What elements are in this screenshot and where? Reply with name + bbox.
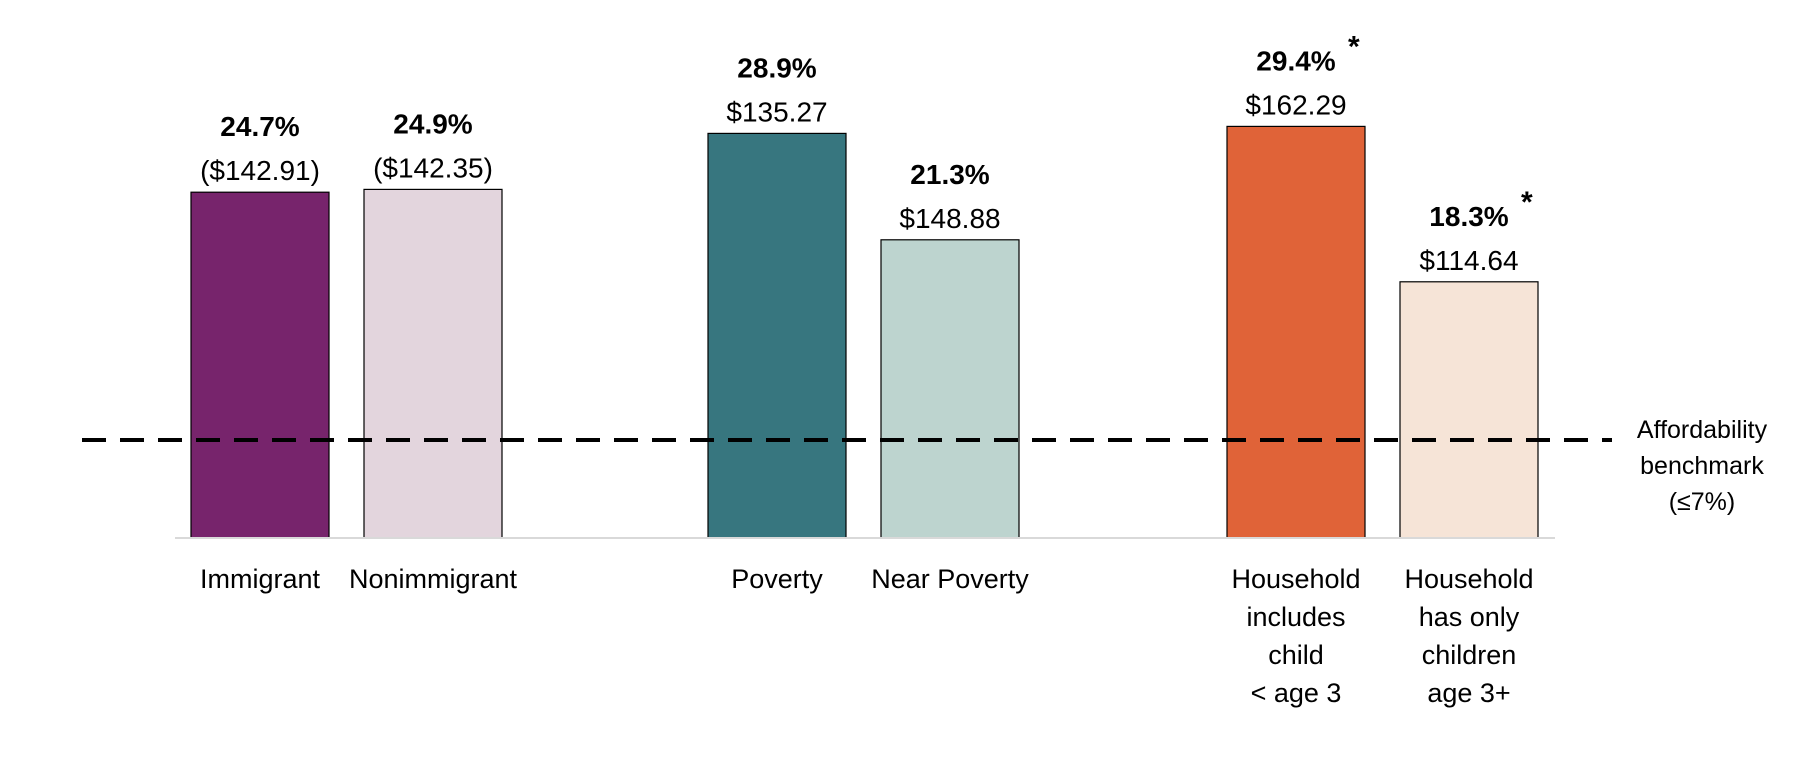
amount-label-3: $148.88 xyxy=(899,203,1000,234)
category-label-line: includes xyxy=(1246,602,1345,632)
benchmark-label-line: benchmark xyxy=(1640,452,1764,480)
value-label-5: 18.3% xyxy=(1429,201,1508,232)
bars-layer xyxy=(190,125,1539,539)
amount-label-4: $162.29 xyxy=(1245,89,1346,120)
amount-label-0: ($142.91) xyxy=(200,155,320,186)
bar-3 xyxy=(880,239,1020,539)
value-label-4: 29.4% xyxy=(1256,45,1335,76)
amount-label-2: $135.27 xyxy=(726,96,827,127)
bar-0 xyxy=(190,191,330,539)
category-label-2: Poverty xyxy=(731,564,823,594)
category-label-5: Household has only children age 3+ xyxy=(1404,564,1533,708)
benchmark-label-line: (≤7%) xyxy=(1669,488,1736,516)
bar-1 xyxy=(363,188,503,539)
value-label-1: 24.9% xyxy=(393,108,472,139)
category-label-line: children xyxy=(1422,640,1517,670)
category-label-line: Near Poverty xyxy=(871,564,1029,594)
benchmark-label-line: Affordability xyxy=(1637,416,1768,444)
amount-label-5: $114.64 xyxy=(1419,245,1518,276)
value-label-3: 21.3% xyxy=(910,159,989,190)
category-label-line: age 3+ xyxy=(1427,678,1510,708)
benchmark-label: Affordability benchmark (≤7%) xyxy=(1637,416,1768,516)
category-label-line: has only xyxy=(1419,602,1520,632)
category-label-line: child xyxy=(1268,640,1324,670)
bar-5 xyxy=(1399,281,1539,539)
value-label-2: 28.9% xyxy=(737,52,816,83)
amount-label-1: ($142.35) xyxy=(373,152,493,183)
bar-2 xyxy=(707,132,847,539)
category-label-line: Immigrant xyxy=(200,564,321,594)
category-label-line: Household xyxy=(1231,564,1360,594)
bar-4 xyxy=(1226,125,1366,539)
category-label-1: Nonimmigrant xyxy=(349,564,518,594)
significance-mark-4: * xyxy=(1348,30,1360,63)
category-label-3: Near Poverty xyxy=(871,564,1029,594)
category-label-line: Household xyxy=(1404,564,1533,594)
category-label-line: Poverty xyxy=(731,564,823,594)
labels-layer: ($142.91) 24.7% Immigrant ($142.35) 24.9% Non… xyxy=(200,30,1534,708)
category-label-0: Immigrant xyxy=(200,564,321,594)
category-label-line: < age 3 xyxy=(1251,678,1342,708)
category-label-line: Nonimmigrant xyxy=(349,564,518,594)
significance-mark-5: * xyxy=(1521,186,1533,219)
category-label-4: Household includes child < age 3 xyxy=(1231,564,1360,708)
value-label-0: 24.7% xyxy=(220,111,299,142)
